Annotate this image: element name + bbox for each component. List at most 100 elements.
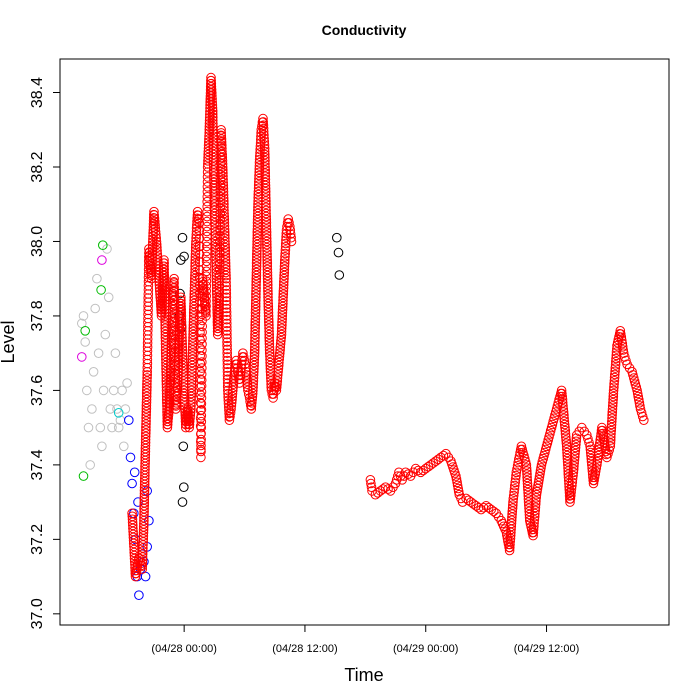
data-point (87, 404, 97, 414)
data-point (198, 286, 209, 296)
data-point (263, 286, 273, 296)
data-point (260, 183, 271, 194)
data-point (219, 227, 230, 237)
data-point (334, 270, 345, 280)
data-point (196, 446, 206, 457)
data-point (570, 452, 580, 462)
data-point (197, 357, 207, 367)
data-point (248, 373, 259, 383)
data-point (612, 344, 622, 354)
data-point (174, 336, 184, 346)
data-point (263, 314, 274, 324)
data-point (260, 174, 271, 185)
data-point (186, 398, 196, 408)
data-point (635, 401, 645, 411)
data-point (451, 471, 461, 481)
data-point (453, 483, 464, 494)
data-point (259, 146, 270, 157)
data-point (186, 385, 197, 396)
data-point (130, 571, 141, 582)
data-point (141, 388, 152, 399)
data-point (252, 224, 263, 234)
data-point (221, 285, 232, 295)
data-point (531, 489, 542, 500)
data-point (522, 472, 532, 483)
data-point (508, 500, 518, 510)
data-point (174, 332, 184, 343)
data-point (228, 385, 238, 396)
data-point (262, 261, 273, 272)
data-point (228, 379, 239, 390)
data-point (452, 480, 463, 491)
data-point (178, 354, 188, 365)
data-point (264, 323, 274, 334)
data-point (277, 314, 288, 324)
data-point (196, 399, 207, 409)
data-point (410, 463, 421, 474)
data-point (365, 475, 376, 485)
data-point (141, 422, 151, 433)
plot-frame (59, 58, 670, 626)
x-tick-label: (04/28 12:00) (272, 643, 337, 655)
data-point (202, 167, 213, 177)
data-point (507, 506, 518, 517)
data-point (483, 502, 494, 513)
data-point (142, 376, 152, 386)
data-point (234, 378, 245, 388)
data-point (218, 177, 228, 188)
data-point (468, 499, 479, 509)
data-point (125, 452, 136, 463)
data-point (279, 261, 290, 272)
data-point (275, 345, 285, 355)
data-point (78, 471, 89, 481)
data-point (280, 255, 290, 265)
data-point (159, 270, 170, 281)
data-point (78, 311, 89, 321)
data-point (186, 388, 197, 399)
data-point (222, 344, 232, 355)
data-point (206, 72, 216, 83)
data-point (506, 527, 516, 538)
data-point (196, 428, 206, 439)
data-point (251, 277, 262, 287)
data-point (113, 422, 124, 433)
y-tick-label: 37.0 (29, 598, 46, 629)
data-point (152, 252, 163, 262)
data-point (616, 329, 626, 339)
data-point (606, 432, 616, 442)
data-point (147, 261, 157, 272)
data-point (138, 531, 149, 541)
data-point (260, 149, 270, 160)
data-point (560, 422, 570, 433)
data-point (556, 385, 567, 396)
data-point (161, 360, 171, 371)
data-point (141, 413, 151, 423)
data-point (279, 273, 289, 284)
data-point (138, 534, 149, 544)
data-point (141, 410, 151, 420)
data-point (201, 311, 211, 321)
data-point (217, 152, 228, 163)
data-point (260, 159, 270, 169)
data-point (251, 286, 261, 296)
data-point (171, 404, 181, 414)
data-point (436, 452, 446, 463)
data-point (608, 394, 618, 405)
data-point (220, 236, 230, 247)
data-point (162, 398, 172, 408)
data-point (277, 301, 288, 312)
data-point (635, 404, 646, 414)
data-point (571, 433, 582, 444)
data-point (478, 502, 489, 513)
data-point (159, 267, 169, 278)
data-point (274, 351, 285, 362)
data-point (177, 332, 187, 343)
data-point (160, 339, 171, 349)
data-point (252, 239, 262, 250)
data-point (157, 295, 167, 306)
data-point (228, 376, 239, 386)
data-point (186, 401, 196, 411)
data-point (150, 216, 160, 227)
data-point (161, 388, 172, 399)
data-point (260, 180, 271, 191)
